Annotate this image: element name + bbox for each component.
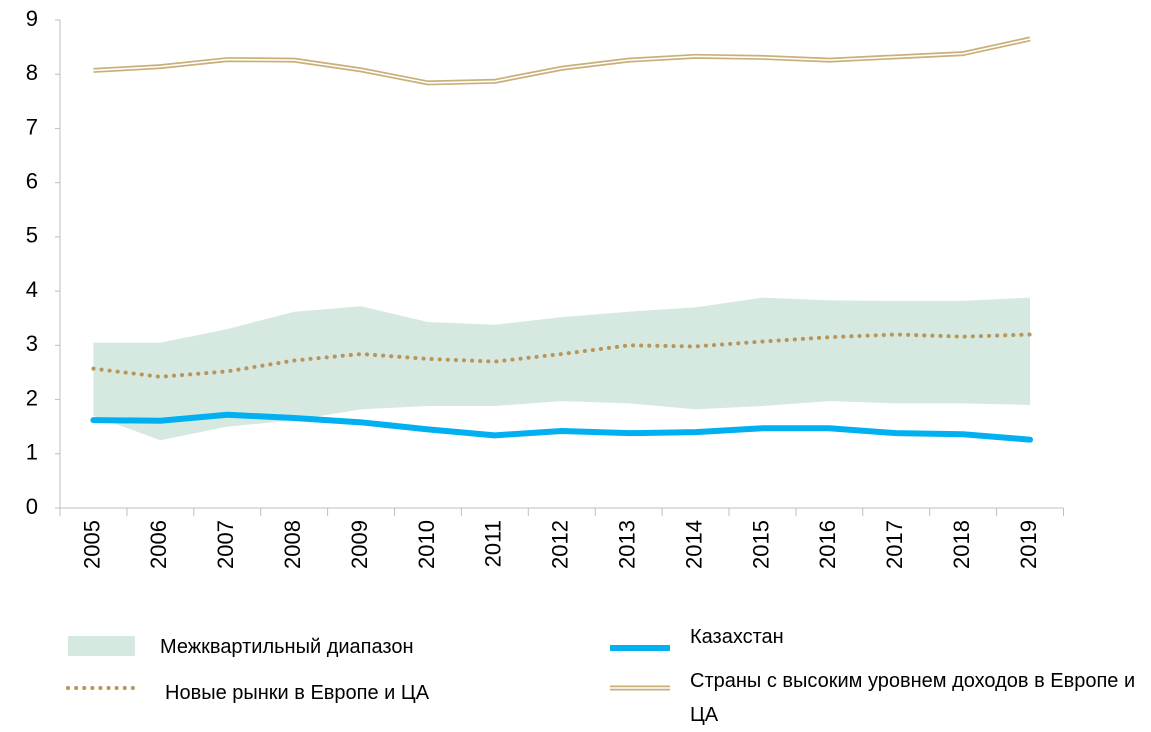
legend-label: Межквартильный диапазон	[160, 636, 414, 658]
x-tick-label: 2017	[882, 520, 907, 569]
line	[90, 411, 1034, 443]
x-tick-label: 2015	[748, 520, 773, 569]
line	[91, 332, 1033, 379]
legend-swatch	[68, 636, 135, 656]
y-tick-label: 0	[26, 494, 38, 519]
y-tick-label: 7	[26, 114, 38, 139]
y-tick-label: 5	[26, 223, 38, 248]
x-tick-label: 2019	[1016, 520, 1041, 569]
x-tick-label: 2018	[949, 520, 974, 569]
y-tick-label: 3	[26, 331, 38, 356]
x-tick-label: 2005	[79, 520, 104, 569]
x-tick-label: 2014	[681, 520, 706, 569]
x-tick-label: 2011	[481, 520, 506, 567]
y-tick-label: 6	[26, 168, 38, 193]
y-tick-label: 9	[26, 6, 38, 31]
legend-label: Страны с высоким уровнем доходов в Европ…	[690, 670, 1136, 726]
x-tick-label: 2009	[347, 520, 372, 569]
y-tick-label: 8	[26, 60, 38, 85]
line	[93, 36, 1031, 86]
x-tick-label: 2007	[213, 520, 238, 569]
legend-label: Новые рынки в Европе и ЦА	[165, 682, 430, 704]
legend-item	[68, 636, 135, 656]
x-tick-label: 2008	[280, 520, 305, 569]
legend-label: Казахстан	[690, 626, 784, 648]
x-tick-label: 2013	[614, 520, 639, 569]
x-tick-label: 2016	[815, 520, 840, 569]
line-inner	[93, 38, 1031, 84]
x-tick-label: 2006	[146, 520, 171, 569]
y-tick-label: 1	[26, 440, 38, 465]
y-tick-label: 2	[26, 385, 38, 410]
x-tick-label: 2010	[414, 520, 439, 569]
y-tick-label: 4	[26, 277, 38, 302]
iqr-band	[93, 297, 1031, 441]
x-tick-label: 2012	[548, 520, 573, 569]
